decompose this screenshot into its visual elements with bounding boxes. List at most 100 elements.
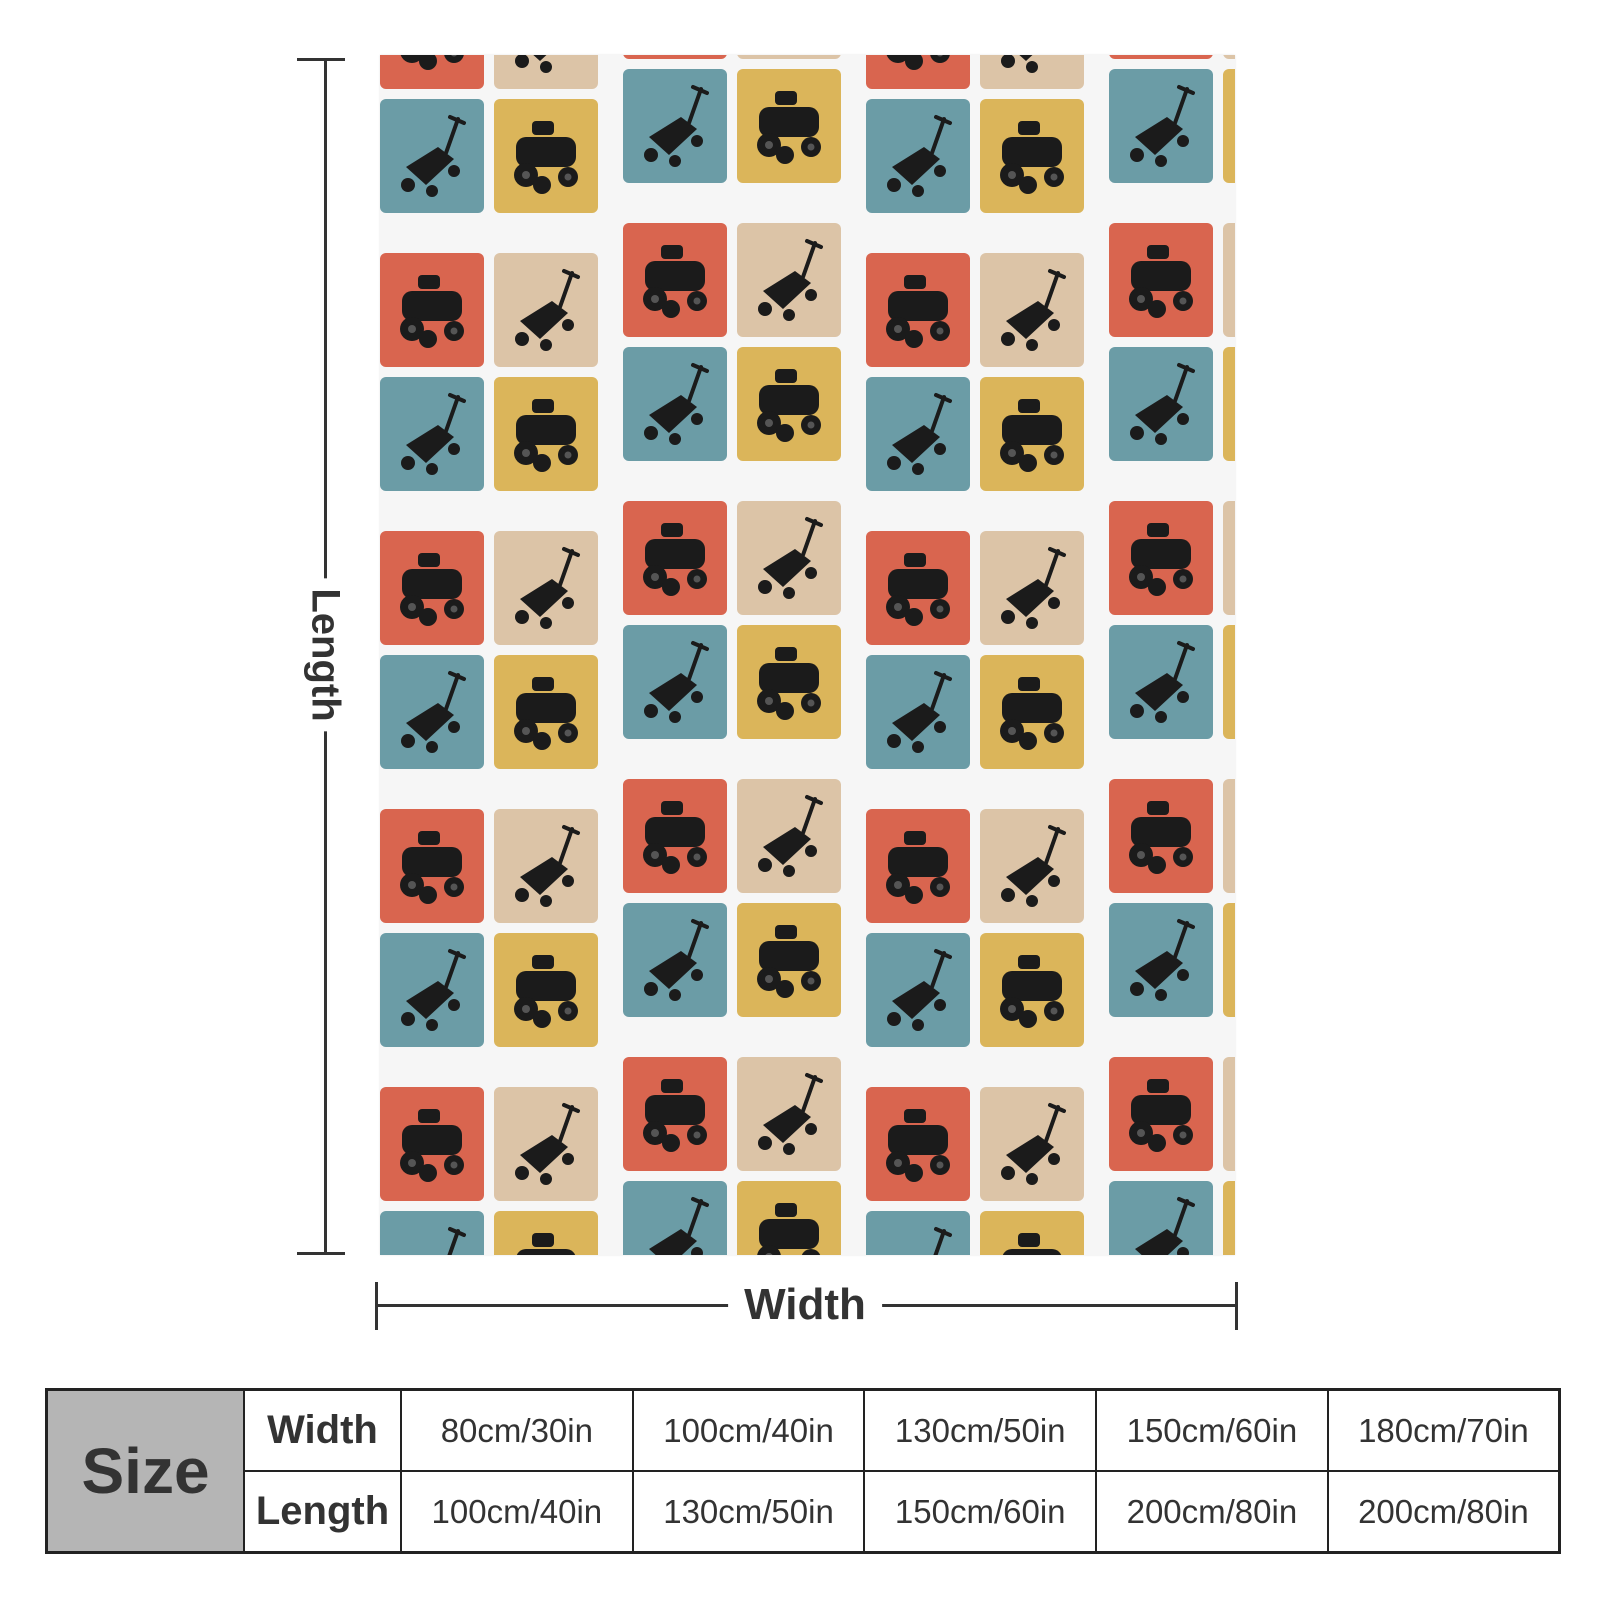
push-mower-icon <box>401 393 466 475</box>
pattern-tile <box>866 1087 970 1201</box>
width-dimension-right-tick <box>1235 1282 1238 1330</box>
pattern-tile <box>866 933 970 1047</box>
riding-mower-icon <box>1000 399 1064 472</box>
pattern-tile <box>380 1211 484 1255</box>
pattern-tile <box>494 99 598 213</box>
riding-mower-icon <box>757 369 821 442</box>
push-mower-icon <box>644 641 709 723</box>
width-row-header: Width <box>243 1388 402 1472</box>
pattern-tile <box>1223 1057 1235 1171</box>
pattern-tile <box>980 1087 1084 1201</box>
push-mower-icon <box>1001 55 1038 73</box>
riding-mower-icon <box>400 275 464 348</box>
pattern-tile <box>737 1057 841 1171</box>
push-mower-icon <box>1001 825 1066 907</box>
pattern-tile <box>866 655 970 769</box>
pattern-tile <box>380 655 484 769</box>
push-mower-icon <box>401 949 466 1031</box>
pattern-tile <box>380 99 484 213</box>
riding-mower-icon <box>1129 801 1193 874</box>
pattern-tile <box>1223 223 1235 337</box>
pattern-tile <box>623 69 727 183</box>
pattern-tile <box>494 377 598 491</box>
push-mower-icon <box>1130 641 1195 723</box>
pattern-tile <box>866 809 970 923</box>
pattern-tile <box>623 347 727 461</box>
pattern-tile <box>494 809 598 923</box>
length-dimension-bottom-tick <box>297 1252 345 1255</box>
pattern-tile <box>1223 779 1235 893</box>
pattern-tile <box>623 625 727 739</box>
length-label: Length <box>302 578 348 732</box>
pattern-tile <box>494 655 598 769</box>
width-label: Width <box>728 1280 882 1330</box>
push-mower-icon <box>887 671 952 753</box>
pattern-tile <box>494 933 598 1047</box>
pattern-tile <box>1223 625 1235 739</box>
push-mower-icon <box>933 1227 952 1255</box>
length-value: 130cm/50in <box>631 1470 866 1554</box>
width-value: 100cm/40in <box>631 1388 866 1472</box>
pattern-tile <box>1109 55 1213 59</box>
pattern-tile <box>1109 779 1213 893</box>
riding-mower-icon <box>400 1109 464 1182</box>
riding-mower-icon <box>757 647 821 720</box>
pattern-tile <box>380 531 484 645</box>
riding-mower-icon <box>400 831 464 904</box>
push-mower-icon <box>515 1103 580 1185</box>
pattern-tile <box>380 377 484 491</box>
pattern-tile <box>1109 501 1213 615</box>
pattern-tile <box>1109 903 1213 1017</box>
push-mower-icon <box>649 1197 709 1255</box>
pattern-tile <box>623 501 727 615</box>
length-value: 200cm/80in <box>1326 1470 1561 1554</box>
push-mower-icon <box>758 239 823 321</box>
riding-mower-icon <box>1002 1233 1062 1255</box>
pattern-tile <box>380 1087 484 1201</box>
pattern-tile <box>866 55 970 89</box>
pattern-tile <box>1223 69 1235 183</box>
pattern-tile <box>980 377 1084 491</box>
pattern-tile <box>623 55 727 59</box>
push-mower-icon <box>758 795 823 877</box>
pattern-tile <box>980 1211 1084 1255</box>
push-mower-icon <box>758 1073 823 1155</box>
riding-mower-icon <box>400 55 464 70</box>
riding-mower-icon <box>643 801 707 874</box>
push-mower-icon <box>644 85 709 167</box>
length-value: 200cm/80in <box>1095 1470 1329 1554</box>
pattern-tile <box>1223 1181 1235 1255</box>
pattern-tile <box>380 933 484 1047</box>
push-mower-icon <box>401 671 466 753</box>
push-mower-icon <box>515 825 580 907</box>
riding-mower-icon <box>757 925 821 998</box>
push-mower-icon <box>1001 1103 1066 1185</box>
pattern-tile <box>1109 223 1213 337</box>
pattern-tile <box>1223 347 1235 461</box>
pattern-tile <box>737 1181 841 1255</box>
pattern-tile <box>623 903 727 1017</box>
pattern-tile <box>980 933 1084 1047</box>
riding-mower-icon <box>643 1079 707 1152</box>
push-mower-icon <box>1130 363 1195 445</box>
riding-mower-icon <box>1000 121 1064 194</box>
pattern-tile <box>980 99 1084 213</box>
riding-mower-icon <box>516 1233 576 1255</box>
push-mower-icon <box>515 547 580 629</box>
pattern-tile <box>866 531 970 645</box>
length-value: 150cm/60in <box>863 1470 1098 1554</box>
riding-mower-icon <box>1129 523 1193 596</box>
riding-mower-icon <box>643 523 707 596</box>
pattern-tile <box>737 347 841 461</box>
pattern-tile <box>494 55 598 89</box>
width-value: 80cm/30in <box>400 1388 634 1472</box>
pattern-tile <box>1223 55 1235 59</box>
push-mower-icon <box>515 55 552 73</box>
push-mower-icon <box>887 393 952 475</box>
pattern-tile <box>737 903 841 1017</box>
width-value: 130cm/50in <box>863 1388 1098 1472</box>
pattern-tile <box>494 1087 598 1201</box>
push-mower-icon <box>515 269 580 351</box>
push-mower-icon <box>644 363 709 445</box>
pattern-tile <box>623 223 727 337</box>
